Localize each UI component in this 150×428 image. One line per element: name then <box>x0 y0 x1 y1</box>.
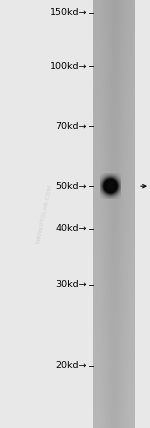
Text: 30kd→: 30kd→ <box>55 280 87 289</box>
Text: 150kd→: 150kd→ <box>50 8 87 18</box>
Text: WWW.PTGLAB.COM: WWW.PTGLAB.COM <box>36 184 54 244</box>
Text: 50kd→: 50kd→ <box>56 181 87 191</box>
Text: 40kd→: 40kd→ <box>56 224 87 234</box>
Text: 70kd→: 70kd→ <box>56 122 87 131</box>
Text: 20kd→: 20kd→ <box>56 361 87 371</box>
Text: 100kd→: 100kd→ <box>50 62 87 71</box>
